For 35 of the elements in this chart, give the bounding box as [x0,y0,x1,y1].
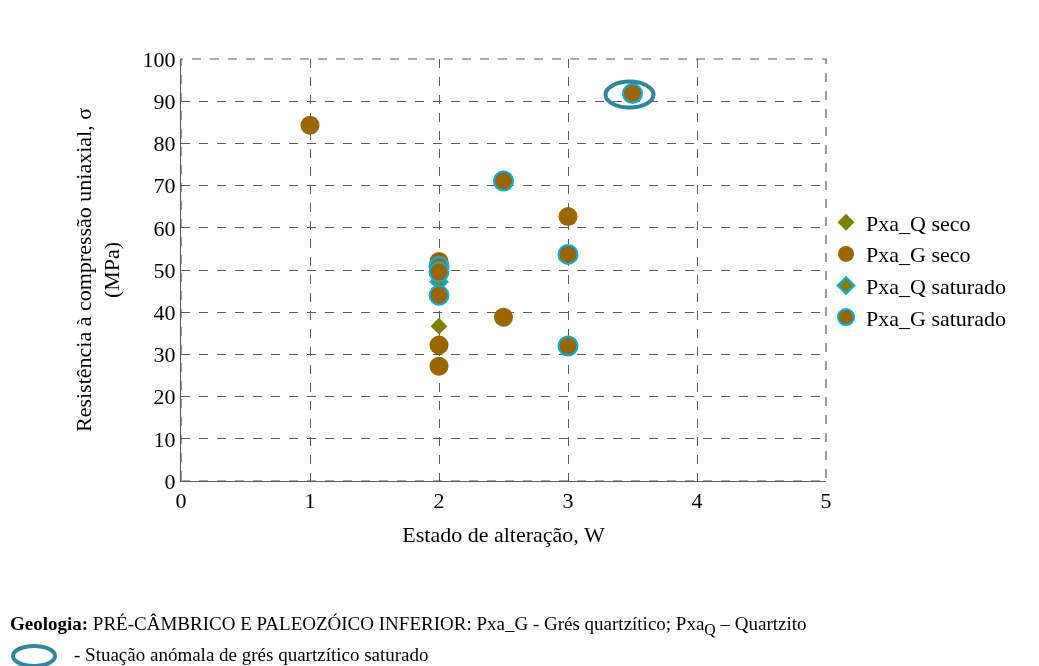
x-tick-label: 1 [304,488,316,514]
y-tick-label: 70 [153,173,176,199]
legend-label: Pxa_G seco [866,242,971,268]
y-tick-label: 60 [153,215,176,241]
point [428,261,450,283]
point [300,115,320,135]
legend-label: Pxa_Q saturado [866,274,1006,300]
y-tick-label: 20 [153,384,176,410]
point [557,335,579,357]
x-tick-label: 2 [433,488,445,514]
text: - Stuação anómala de grés quartzítico saturado [74,642,429,666]
x-axis-title: Estado de alteração, W [402,522,605,548]
legend-label: Pxa_Q seco [866,210,971,236]
y-tick-label: 0 [164,468,176,494]
point [429,356,449,376]
y-axis-title: Resistência à compressão uniaxial, σ (MPa) [70,107,125,433]
x-tick-label: 5 [820,488,832,514]
x-tick-label: 3 [562,488,574,514]
y-tick-label: 10 [153,426,176,452]
point [557,243,579,265]
y-tick-label: 50 [153,257,176,283]
x-tick-label: 4 [691,488,703,514]
y-tick-label: 80 [153,131,176,157]
y-tick-label: 100 [142,46,176,72]
point [493,170,514,192]
point [429,335,449,355]
point [428,284,450,306]
y-tick-label: 40 [153,299,176,325]
point [430,317,448,335]
y-tick-label: 90 [153,88,176,114]
y-tick-label: 30 [153,342,176,368]
point [494,307,513,327]
point [558,206,578,226]
text: Geologia: PRÉ-CÂMBRICO E PALEOZÓICO INFERIOR: Pxa_G - Grés quartzítico; Pxa$_{Q}$ – Quartzito [10,613,807,638]
legend-label: Pxa_G saturado [866,305,1006,331]
